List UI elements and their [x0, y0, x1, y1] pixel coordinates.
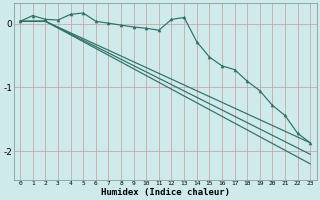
- X-axis label: Humidex (Indice chaleur): Humidex (Indice chaleur): [101, 188, 230, 197]
